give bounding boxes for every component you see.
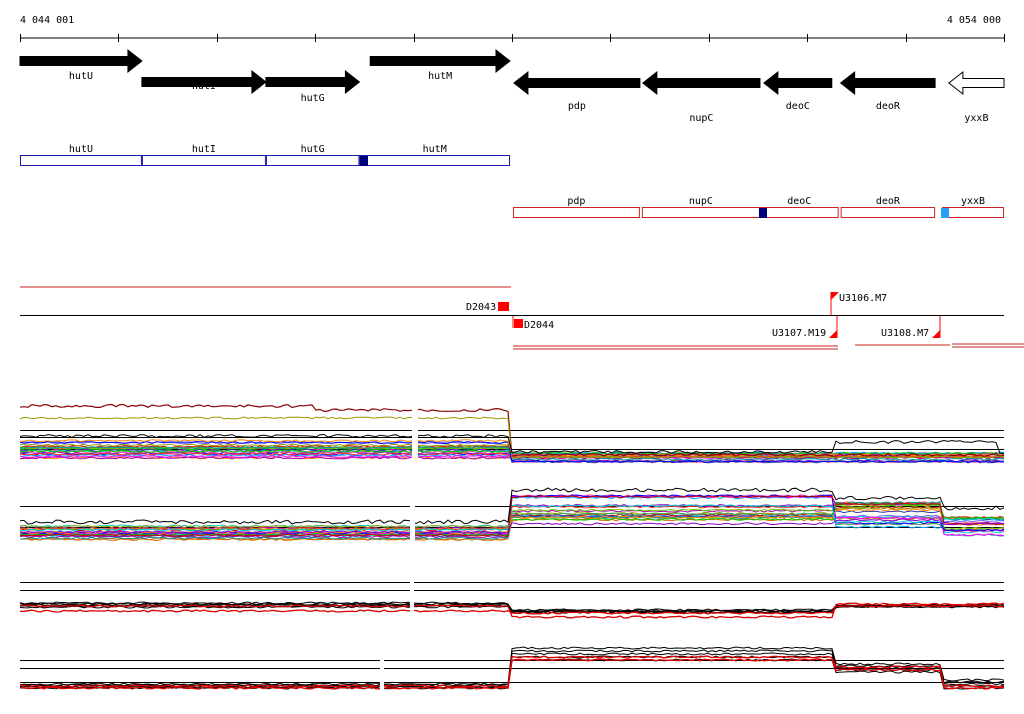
ruler-end-label: 4 054 000 xyxy=(947,15,1001,26)
minus-strand-transcript-track: pdp nupC deoC deoR yxxB xyxy=(512,196,1004,218)
gene-arrow-hutu[interactable] xyxy=(19,48,143,74)
gene-arrow-huti[interactable] xyxy=(141,69,267,95)
marker-u3107-label: U3107.M19 xyxy=(772,328,826,339)
transcript-label-huti: hutI xyxy=(192,144,216,155)
expression-signal-track-4 xyxy=(19,645,1005,700)
expression-signal-track-2 xyxy=(19,487,1005,548)
track-gap xyxy=(410,575,414,625)
coordinate-ruler: 4 044 001 4 054 000 xyxy=(20,15,1005,42)
gene-label-huti: hutI xyxy=(192,81,216,92)
marker-d2044-label: D2044 xyxy=(524,320,554,331)
gene-arrow-hutg[interactable] xyxy=(265,69,361,95)
signal-line xyxy=(19,604,1005,615)
gene-label-nupc: nupC xyxy=(689,113,713,124)
gene-arrow-hutm[interactable] xyxy=(369,48,511,74)
gene-label-yxxb: yxxB xyxy=(964,113,988,124)
transcript-box-deor[interactable] xyxy=(840,207,936,218)
transcript-label-hutg: hutG xyxy=(301,144,325,155)
plus-strand-transcript-track: hutU hutI hutG hutM xyxy=(20,144,510,166)
marker-d2043-box[interactable] xyxy=(498,302,509,311)
gene-arrow-yxxb[interactable] xyxy=(948,70,1005,96)
gene-arrow-nupc[interactable] xyxy=(642,70,761,96)
transcript-box-huti[interactable] xyxy=(141,155,266,166)
gene-arrow-pdp[interactable] xyxy=(513,70,641,96)
transcript-label-pdp: pdp xyxy=(567,196,585,207)
transcript-box-deoc[interactable] xyxy=(759,207,839,218)
signal-line xyxy=(19,655,1004,690)
transcript-box-hutu[interactable] xyxy=(20,155,142,166)
gene-arrow-deoc[interactable] xyxy=(763,70,833,96)
transcript-marker-dark xyxy=(360,156,368,166)
transcript-label-hutu: hutU xyxy=(69,144,93,155)
signal-line xyxy=(19,441,1005,464)
signal-line xyxy=(19,518,1005,534)
transcript-box-hutm[interactable] xyxy=(359,155,510,166)
signal-line xyxy=(19,487,1005,525)
expression-signal-track-1 xyxy=(19,395,1005,465)
transcript-box-yxxb[interactable] xyxy=(942,207,1004,218)
track-gap xyxy=(380,645,384,700)
transcript-label-hutm: hutM xyxy=(423,144,447,155)
gene-track: hutU hutI hutG hutM pdp nupC deoC deoR yxxB xyxy=(19,48,1005,124)
marker-u3107-flag[interactable] xyxy=(829,330,837,338)
signal-line xyxy=(19,658,1005,690)
signal-line xyxy=(19,646,1005,686)
marker-d2043-label: D2043 xyxy=(466,302,496,313)
track-gap xyxy=(412,395,418,465)
track-gap xyxy=(410,488,415,548)
expression-signal-track-3 xyxy=(19,575,1005,625)
ruler-start-label: 4 044 001 xyxy=(20,15,74,26)
gene-arrow-deor[interactable] xyxy=(839,70,936,96)
signal-line xyxy=(19,494,1005,535)
transcript-label-nupc: nupC xyxy=(689,196,713,207)
transcript-label-yxxb: yxxB xyxy=(961,196,985,207)
transcript-marker-dark xyxy=(759,208,767,218)
transcript-marker-light xyxy=(941,208,949,218)
marker-u3106-label: U3106.M7 xyxy=(839,293,887,304)
marker-u3108-label: U3108.M7 xyxy=(881,328,929,339)
gene-label-hutu: hutU xyxy=(69,71,93,82)
transcript-box-nupc[interactable] xyxy=(641,207,760,218)
signal-line xyxy=(19,433,1005,455)
signal-line xyxy=(19,602,1005,619)
marker-d2044-box[interactable] xyxy=(514,319,523,328)
transcript-box-pdp[interactable] xyxy=(512,207,640,218)
marker-track: D2043 D2044 U3106.M7 U3107.M19 U3108.M7 xyxy=(20,286,1024,350)
signal-line xyxy=(19,504,1005,532)
gene-label-deor: deoR xyxy=(876,101,901,112)
transcript-box-hutg[interactable] xyxy=(265,155,360,166)
ruler-ticks xyxy=(20,34,1005,42)
marker-u3108-flag[interactable] xyxy=(932,330,940,338)
gene-label-pdp: pdp xyxy=(568,101,586,112)
marker-u3106-flag[interactable] xyxy=(831,292,839,300)
gene-label-hutg: hutG xyxy=(301,93,325,104)
gene-label-deoc: deoC xyxy=(786,101,810,112)
transcript-label-deor: deoR xyxy=(876,196,901,207)
transcript-label-deoc: deoC xyxy=(787,196,811,207)
signal-line xyxy=(19,416,1005,459)
gene-label-hutm: hutM xyxy=(428,71,452,82)
signal-line xyxy=(20,495,1005,537)
